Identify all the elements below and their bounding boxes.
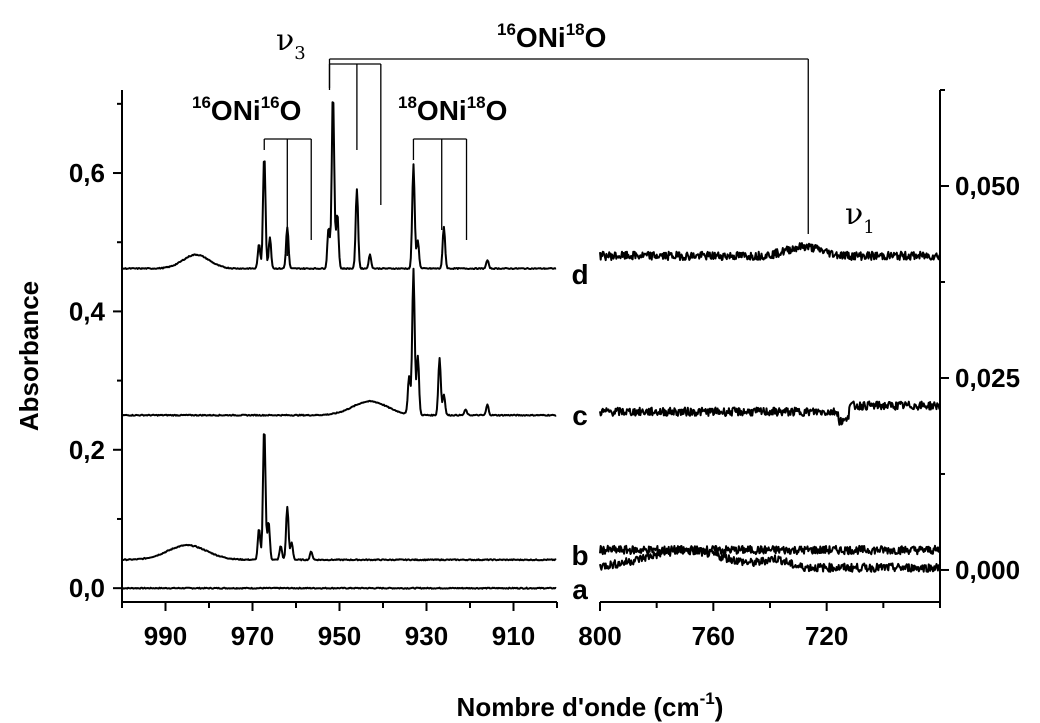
label-18oni18o: 18ONi18O	[398, 93, 507, 126]
trace-label-b: b	[571, 540, 588, 571]
left-y-tick-label: 0,2	[69, 435, 105, 465]
x-axis-label-tail: )	[715, 692, 724, 722]
y-axis-label: Absorbance	[14, 281, 44, 431]
label-16oni18o: 16ONi18O	[497, 20, 606, 53]
spectrum-left-d	[121, 101, 557, 270]
spectrum-right-d	[599, 242, 941, 262]
left-x-tick-label: 950	[318, 621, 361, 651]
x-axis-label-main: Nombre d'onde (cm	[457, 692, 700, 722]
annotations	[263, 58, 809, 256]
right-x-tick-label: 760	[692, 621, 735, 651]
left-x-tick-label: 910	[492, 621, 535, 651]
label-nu1: ν1	[845, 197, 875, 238]
trace-label-a: a	[572, 574, 588, 605]
spectrum-left-b	[121, 433, 557, 562]
spectrum-right-a	[599, 544, 941, 556]
x-axis-label: Nombre d'onde (cm-1)	[457, 689, 724, 722]
right-y-tick-label: 0,025	[955, 363, 1020, 393]
right-x-tick-label: 800	[578, 621, 621, 651]
right-y-tick-label: 0,000	[955, 555, 1020, 585]
spectra	[121, 101, 941, 590]
label-16oni16o: 16ONi16O	[192, 93, 301, 126]
axes: 0,0 0,2 0,4 0,6 990 970 950 930 910 800 760 720 0,00…	[69, 89, 1020, 651]
left-x-tick-label: 990	[144, 621, 187, 651]
left-y-tick-label: 0,0	[69, 573, 105, 603]
left-x-tick-label: 970	[231, 621, 274, 651]
spectrum-left-a	[121, 586, 557, 590]
spectrum-left-c	[121, 267, 557, 417]
x-axis-label-sup: -1	[700, 689, 715, 708]
spectrum-right-b	[599, 546, 941, 573]
left-x-tick-label: 930	[405, 621, 448, 651]
spectrum-right-c	[599, 400, 941, 426]
label-nu3: ν3	[276, 23, 306, 64]
right-y-tick-label: 0,050	[955, 171, 1020, 201]
left-y-tick-label: 0,4	[69, 296, 106, 326]
trace-label-c: c	[572, 400, 588, 431]
trace-label-d: d	[571, 259, 588, 290]
left-y-tick-label: 0,6	[69, 158, 105, 188]
right-x-tick-label: 720	[805, 621, 848, 651]
